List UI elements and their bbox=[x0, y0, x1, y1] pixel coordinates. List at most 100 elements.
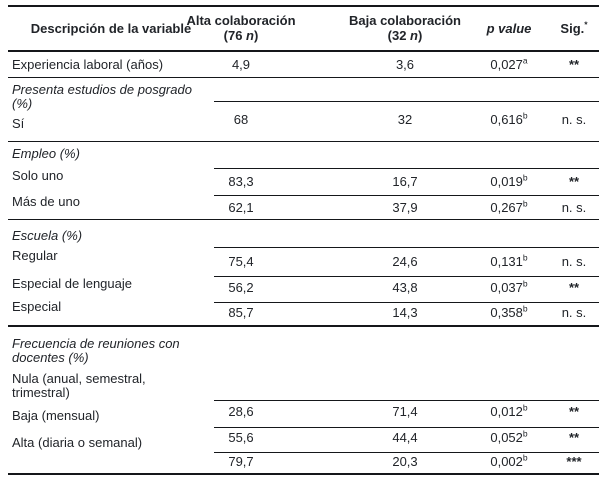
cell-baja: 14,3 bbox=[392, 305, 418, 320]
col-header-p-value: p value bbox=[486, 21, 532, 36]
p-superscript: b bbox=[522, 252, 528, 263]
cell-sig: ** bbox=[568, 280, 580, 295]
col-header-alta-line1: Alta colaboración bbox=[186, 13, 296, 28]
cell-sig: n. s. bbox=[561, 112, 587, 127]
p-superscript: b bbox=[522, 303, 528, 314]
p-superscript: b bbox=[522, 110, 528, 121]
p-number: 0,358 bbox=[490, 305, 523, 320]
p-number: 0,616 bbox=[490, 112, 523, 127]
cell-baja: 3,6 bbox=[395, 57, 415, 72]
row-label: Experiencia laboral (años) bbox=[12, 57, 164, 72]
cell-baja: 20,3 bbox=[392, 454, 418, 469]
col-header-baja-line1: Baja colaboración bbox=[349, 13, 461, 28]
baja-n-suffix: ) bbox=[418, 28, 423, 43]
cell-p-value: 0,037b bbox=[459, 278, 559, 295]
cell-p-value: 0,052b bbox=[459, 428, 559, 445]
row-label: Regular bbox=[12, 248, 58, 263]
section-rule bbox=[8, 77, 599, 78]
cell-alta: 56,2 bbox=[228, 280, 254, 295]
value-row-rule bbox=[214, 302, 599, 303]
col-header-alta-line2: (76 n) bbox=[166, 28, 316, 43]
section-title: Empleo (%) bbox=[12, 146, 80, 161]
cell-baja: 24,6 bbox=[392, 254, 418, 269]
col-header-variable: Descripción de la variable bbox=[30, 21, 192, 36]
cell-baja: 37,9 bbox=[392, 200, 418, 215]
row-label: Solo uno bbox=[12, 168, 64, 183]
cell-alta: 75,4 bbox=[228, 254, 254, 269]
p-superscript: b bbox=[522, 278, 528, 289]
cell-p-value: 0,019b bbox=[459, 172, 559, 189]
cell-alta: 79,7 bbox=[228, 454, 254, 469]
value-row-rule bbox=[214, 168, 599, 169]
cell-alta: 85,7 bbox=[228, 305, 254, 320]
baja-n-prefix: (32 bbox=[387, 28, 411, 43]
baja-n-symbol: n bbox=[410, 28, 418, 43]
cell-baja: 16,7 bbox=[392, 174, 418, 189]
cell-p-value: 0,358b bbox=[459, 303, 559, 320]
header-separator-rule bbox=[8, 50, 599, 52]
row-label: Nula (anual, semestral, trimestral) bbox=[12, 371, 146, 400]
cell-alta: 68 bbox=[233, 112, 249, 127]
sig-footnote-mark: * bbox=[584, 19, 588, 30]
row-label: Más de uno bbox=[12, 194, 80, 209]
p-superscript: b bbox=[522, 402, 528, 413]
p-superscript: a bbox=[522, 55, 528, 66]
value-row-rule bbox=[214, 101, 599, 102]
value-row-rule bbox=[214, 452, 599, 453]
cell-sig: ** bbox=[568, 174, 580, 189]
p-number: 0,027 bbox=[490, 57, 523, 72]
section-rule bbox=[8, 325, 599, 327]
table-top-border bbox=[8, 5, 599, 7]
cell-p-value: 0,002b bbox=[459, 452, 559, 469]
row-label: Alta (diaria o semanal) bbox=[12, 435, 143, 450]
value-row-rule bbox=[214, 247, 599, 248]
section-title: Presenta estudios de posgrado (%) bbox=[12, 82, 192, 111]
p-number: 0,267 bbox=[490, 200, 523, 215]
cell-alta: 28,6 bbox=[228, 404, 254, 419]
p-number: 0,002 bbox=[490, 454, 523, 469]
cell-sig: *** bbox=[566, 454, 582, 469]
cell-p-value: 0,616b bbox=[459, 110, 559, 127]
cell-sig: n. s. bbox=[561, 254, 587, 269]
col-header-sig: Sig.* bbox=[534, 19, 605, 36]
p-superscript: b bbox=[522, 452, 528, 463]
row-label: Sí bbox=[12, 116, 25, 131]
cell-sig: n. s. bbox=[561, 200, 587, 215]
table-bottom-border bbox=[8, 473, 599, 475]
cell-alta: 83,3 bbox=[228, 174, 254, 189]
cell-alta: 62,1 bbox=[228, 200, 254, 215]
cell-alta: 4,9 bbox=[231, 57, 251, 72]
cell-p-value: 0,027a bbox=[459, 55, 559, 72]
p-number: 0,052 bbox=[490, 430, 523, 445]
cell-p-value: 0,131b bbox=[459, 252, 559, 269]
section-rule bbox=[8, 219, 599, 220]
cell-sig: n. s. bbox=[561, 305, 587, 320]
value-row-rule bbox=[214, 276, 599, 277]
col-header-baja-line2: (32 n) bbox=[330, 28, 480, 43]
row-label: Especial de lenguaje bbox=[12, 276, 132, 291]
p-number: 0,019 bbox=[490, 174, 523, 189]
section-rule bbox=[8, 141, 599, 142]
p-superscript: b bbox=[522, 172, 528, 183]
row-label: Baja (mensual) bbox=[12, 408, 100, 423]
cell-alta: 55,6 bbox=[228, 430, 254, 445]
value-row-rule bbox=[214, 400, 599, 401]
p-number: 0,037 bbox=[490, 280, 523, 295]
cell-sig: ** bbox=[568, 404, 580, 419]
cell-sig: ** bbox=[568, 430, 580, 445]
cell-baja: 44,4 bbox=[392, 430, 418, 445]
row-label: Especial bbox=[12, 299, 62, 314]
alta-n-prefix: (76 bbox=[223, 28, 247, 43]
p-superscript: b bbox=[522, 428, 528, 439]
sig-label: Sig. bbox=[560, 21, 585, 36]
cell-p-value: 0,267b bbox=[459, 198, 559, 215]
alta-n-symbol: n bbox=[246, 28, 254, 43]
cell-baja: 32 bbox=[397, 112, 413, 127]
alta-n-suffix: ) bbox=[254, 28, 259, 43]
cell-sig: ** bbox=[568, 57, 580, 72]
p-superscript: b bbox=[522, 198, 528, 209]
cell-baja: 43,8 bbox=[392, 280, 418, 295]
section-title: Frecuencia de reuniones con docentes (%) bbox=[12, 336, 180, 365]
p-number: 0,131 bbox=[490, 254, 523, 269]
p-number: 0,012 bbox=[490, 404, 523, 419]
